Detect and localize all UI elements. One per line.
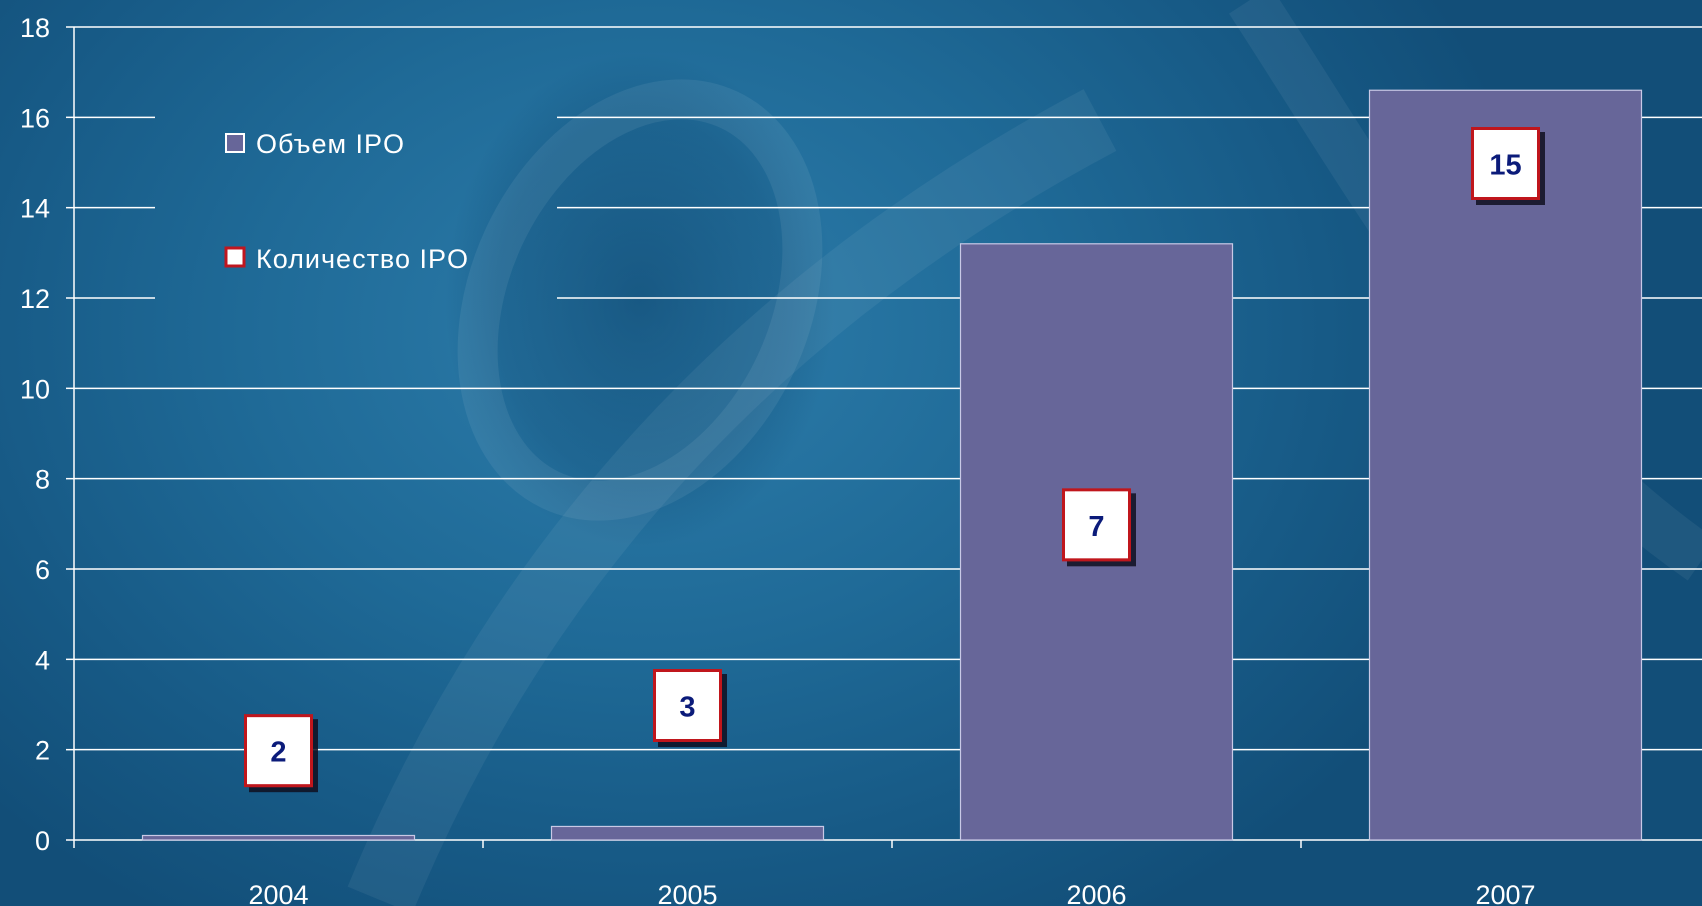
count-label-box	[244, 714, 313, 788]
count-label-box	[1062, 488, 1131, 562]
count-label-2005: 3	[653, 669, 722, 742]
count-label-2007: 15	[1471, 127, 1540, 200]
bar-volume-2005	[550, 825, 825, 841]
legend-label-count: Количество IPO	[256, 244, 469, 274]
x-tick-label: 2005	[657, 880, 717, 906]
x-tick-label: 2006	[1066, 880, 1126, 906]
y-tick-label: 2	[35, 736, 50, 766]
count-label-box	[653, 669, 722, 742]
y-tick-label: 10	[20, 374, 50, 404]
legend-label-volume: Объем IPO	[256, 129, 405, 159]
bar-volume-2007	[1368, 89, 1643, 841]
x-tick-label: 2007	[1475, 880, 1535, 906]
y-tick-label: 18	[20, 13, 50, 43]
count-label-2004: 2	[244, 714, 313, 788]
y-tick-label: 16	[20, 103, 50, 133]
y-tick-label: 6	[35, 555, 50, 585]
count-label-2006: 7	[1062, 488, 1131, 562]
count-labels: 2 3 7 15	[244, 127, 1540, 788]
y-tick-label: 4	[35, 645, 50, 675]
legend-swatch-volume	[225, 133, 245, 153]
y-tick-label: 0	[35, 826, 50, 856]
count-label-value: 15	[1489, 150, 1521, 182]
count-label-value: 3	[679, 692, 695, 724]
legend-swatch-count	[224, 246, 246, 268]
y-tick-label: 12	[20, 284, 50, 314]
count-label-value: 7	[1088, 511, 1104, 543]
bar-volume-2004	[141, 834, 416, 841]
count-label-box	[1471, 127, 1540, 200]
y-tick-label: 8	[35, 465, 50, 495]
legend: Объем IPO Количество IPO	[224, 129, 469, 274]
count-label-value: 2	[270, 737, 286, 769]
y-tick-label: 14	[20, 194, 50, 224]
x-tick-label: 2004	[248, 880, 308, 906]
